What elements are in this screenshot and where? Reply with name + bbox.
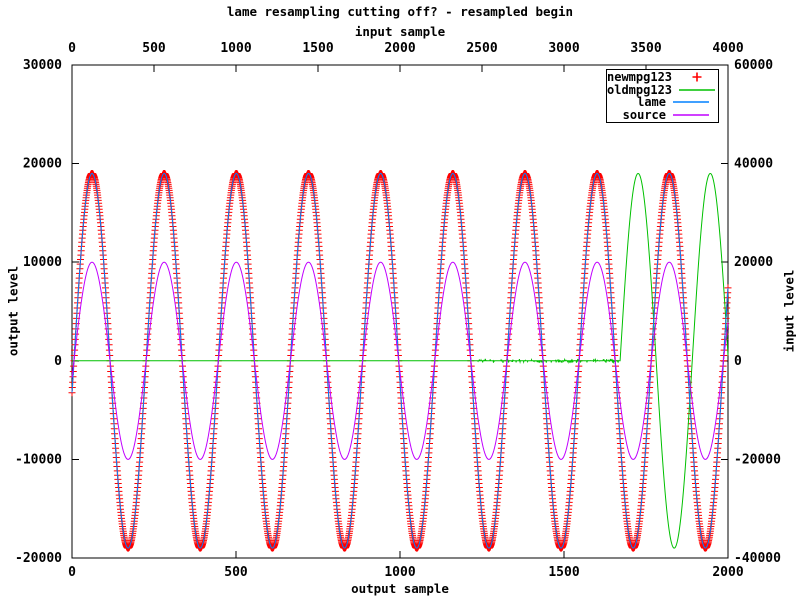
axis-tick-label: 20000: [23, 157, 62, 172]
axis-tick-label: 40000: [734, 157, 773, 172]
axis-tick-label: 4000: [712, 41, 743, 56]
legend-label: newmpg123: [607, 70, 673, 85]
series-line-lame: [71, 173, 729, 549]
legend-swatch-plus-icon: [692, 72, 702, 82]
top-axis-label: input sample: [354, 24, 446, 39]
bottom-axis-label: output sample: [351, 581, 449, 596]
axis-tick-label: 500: [224, 565, 248, 580]
axis-tick-label: 1500: [548, 565, 579, 580]
axis-tick-label: 1500: [302, 41, 333, 56]
axis-tick-label: 60000: [734, 58, 773, 73]
axis-tick-label: -10000: [15, 452, 62, 467]
axis-tick-label: 1000: [220, 41, 251, 56]
legend-item-lame: lame: [607, 96, 718, 108]
axis-tick-label: 1000: [384, 565, 415, 580]
axis-tick-label: 0: [54, 354, 62, 369]
axis-tick-label: 500: [142, 41, 166, 56]
axis-tick-label: 3500: [630, 41, 661, 56]
series-line-source: [71, 261, 729, 460]
axis-tick-label: -20000: [15, 551, 62, 566]
axis-tick-label: 2000: [384, 41, 415, 56]
legend-label: oldmpg123: [607, 82, 673, 97]
plot-border: [71, 64, 729, 559]
axis-tick-label: 0: [734, 354, 742, 369]
axis-tick-label: 0: [68, 41, 76, 56]
axis-tick-label: 10000: [23, 255, 62, 270]
legend-item-oldmpg123: oldmpg123: [607, 84, 718, 96]
legend-item-source: source: [607, 109, 718, 121]
legend-swatch-line-icon: [673, 101, 709, 103]
chart-title: lame resampling cutting off? - resampled…: [226, 4, 574, 19]
legend-swatch-line-icon: [679, 89, 716, 91]
legend-item-newmpg123: newmpg123: [607, 71, 718, 83]
axis-tick-label: 2000: [712, 565, 743, 580]
axis-tick-label: 3000: [548, 41, 579, 56]
legend-label: lame: [637, 95, 666, 110]
axis-tick-label: -40000: [734, 551, 781, 566]
right-axis-label: input level: [781, 269, 797, 353]
axis-tick-label: 20000: [734, 255, 773, 270]
series-line-oldmpg123: [72, 172, 729, 549]
axis-tick-label: 2500: [466, 41, 497, 56]
axis-tick-label: -20000: [734, 452, 781, 467]
legend: newmpg123 oldmpg123 lame source: [606, 69, 719, 123]
axis-tick-label: 30000: [23, 58, 62, 73]
left-axis-label: output level: [5, 265, 21, 357]
legend-label: source: [622, 107, 666, 122]
axis-tick-label: 0: [68, 565, 76, 580]
legend-swatch-line-icon: [673, 114, 709, 116]
